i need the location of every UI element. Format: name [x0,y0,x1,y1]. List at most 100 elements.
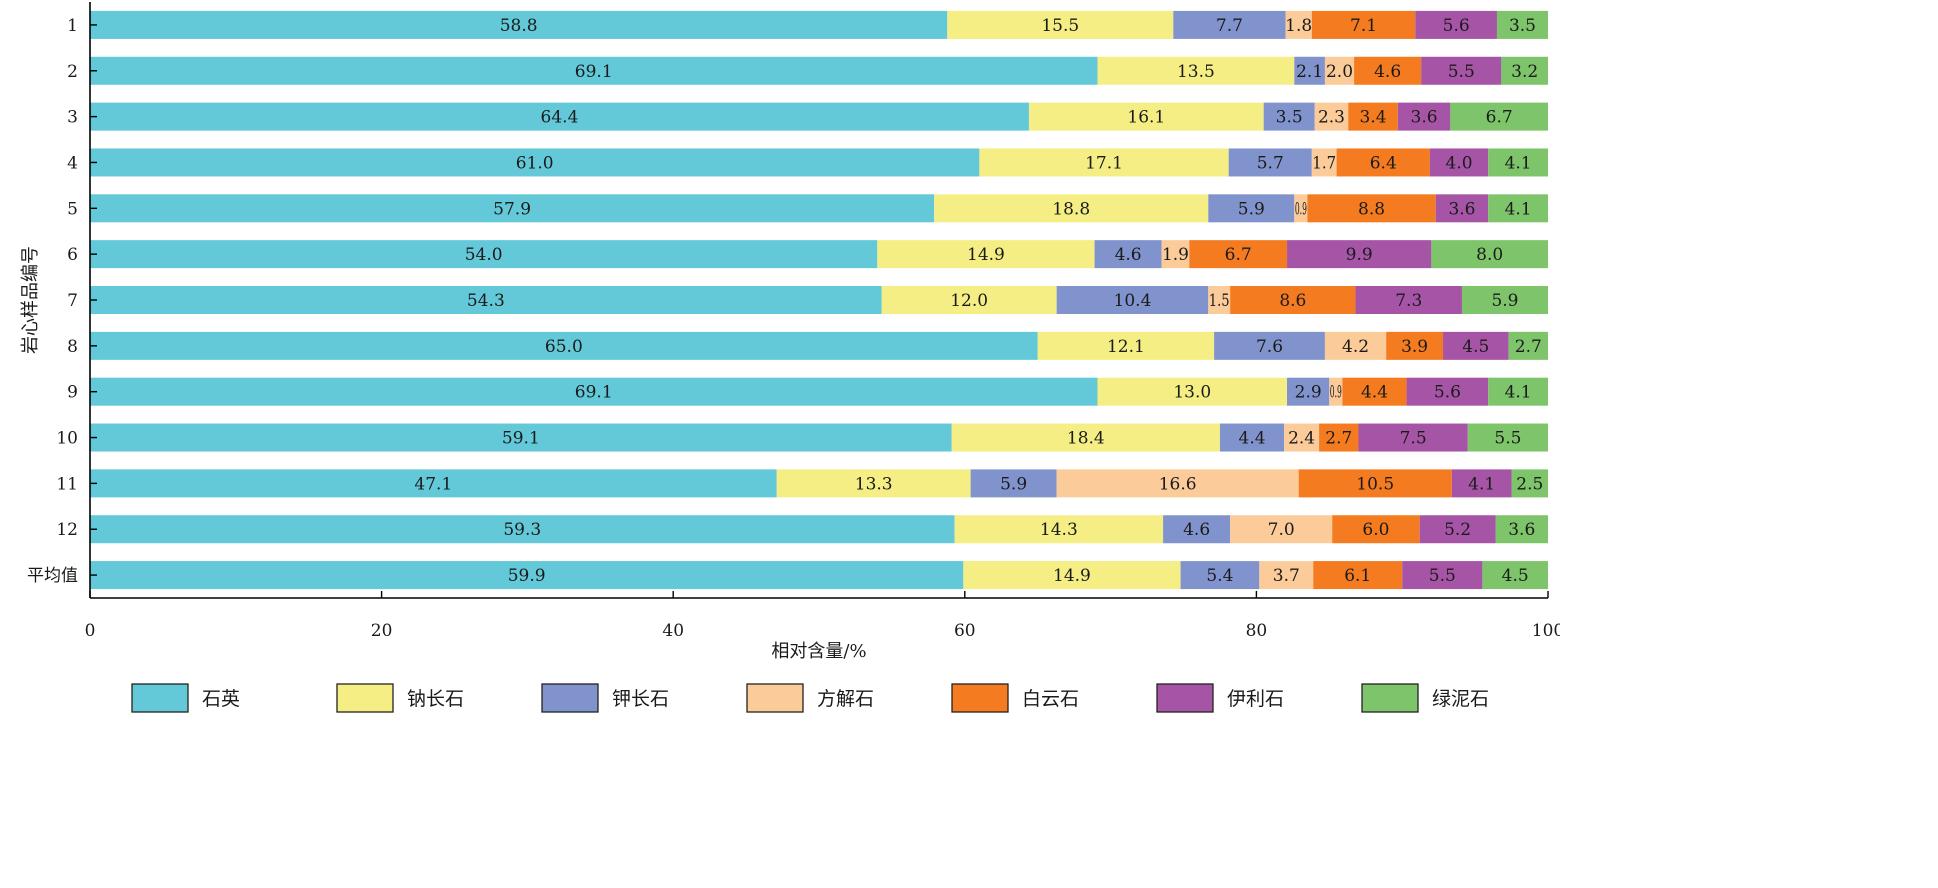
bar-segment [1354,56,1422,85]
bar-segment [90,148,980,177]
bar-segment [1386,331,1444,360]
bar-segment [1431,240,1548,269]
bar-segment [1180,561,1260,590]
bar-value-label: 5.9 [1000,474,1027,494]
bar-value-label: 15.5 [1041,16,1079,36]
bar-segment [1467,423,1548,452]
bar-segment [1406,377,1489,406]
bar-segment [1214,331,1325,360]
bar-value-label: 14.9 [1053,566,1091,586]
legend-swatch [131,683,189,713]
bar-value-label: 4.6 [1183,520,1210,540]
bar-value-label: 2.0 [1326,62,1353,82]
bar-value-label: 9.9 [1346,245,1373,265]
bar-value-label: 4.1 [1505,199,1532,219]
bar-segment [1402,561,1483,590]
legend-swatch [541,683,599,713]
bar-value-label: 2.3 [1318,108,1345,128]
y-tick-label: 平均值 [27,566,78,586]
bar-value-label: 5.5 [1429,566,1456,586]
bar-value-label: 1.9 [1162,245,1189,265]
bar-value-label: 4.1 [1505,383,1532,403]
bar-value-label: 6.1 [1344,566,1371,586]
bar-segment [1161,240,1190,269]
bar-value-label: 4.1 [1468,474,1495,494]
bar-segment [1495,515,1548,544]
bar-value-label: 7.6 [1256,337,1283,357]
bar-segment [1037,331,1215,360]
bar-segment [1208,286,1231,314]
bar-segment [1348,102,1398,131]
bar-value-label: 57.9 [493,199,531,219]
bar-value-label: 69.1 [575,383,613,403]
bar-value-label: 0.9 [1295,199,1307,219]
bar-segment [1094,240,1162,269]
bar-segment [90,56,1098,85]
bar-segment [1314,102,1349,131]
bar-value-label: 4.2 [1342,337,1369,357]
bar-value-label: 4.6 [1374,62,1401,82]
bar-segment [979,148,1229,177]
bar-segment [1311,148,1337,177]
bar-segment [934,194,1209,223]
bar-segment [1287,240,1432,269]
bar-segment [1284,423,1320,452]
bar-value-label: 18.8 [1052,199,1090,219]
bar-segment [1294,194,1308,223]
bar-segment [1488,377,1548,406]
bar-value-label: 58.8 [500,16,538,36]
bar-value-label: 3.6 [1411,108,1438,128]
y-tick-label: 9 [67,383,78,403]
bar-segment [1488,194,1548,223]
y-tick-label: 7 [67,291,78,311]
bar-value-label: 16.1 [1127,108,1165,128]
bar-value-label: 1.7 [1312,153,1336,173]
bar-value-label: 65.0 [545,337,583,357]
bar-value-label: 13.5 [1177,62,1215,82]
bar-segment [1488,148,1548,177]
bar-segment [1319,423,1359,452]
bar-value-label: 7.3 [1395,291,1422,311]
bar-segment [1336,148,1430,177]
bar-value-label: 2.9 [1295,383,1322,403]
x-tick-label: 20 [371,621,393,641]
y-tick-label: 5 [67,199,78,219]
legend-swatch [951,683,1009,713]
x-tick-label: 100 [1532,621,1560,641]
bar-segment [1259,561,1314,590]
bar-segment [1228,148,1312,177]
x-tick-label: 0 [85,621,96,641]
bar-segment [90,331,1038,360]
bar-segment [1307,194,1436,223]
bar-value-label: 59.3 [503,520,541,540]
bar-value-label: 10.5 [1356,474,1394,494]
bar-segment [90,469,777,498]
bar-value-label: 5.6 [1434,383,1461,403]
bar-value-label: 61.0 [516,153,554,173]
bar-segment [90,286,882,314]
bar-value-label: 2.4 [1288,429,1315,449]
bar-value-label: 64.4 [541,108,579,128]
x-axis-title: 相对含量/% [771,641,866,662]
bar-value-label: 2.5 [1516,474,1543,494]
bar-segment [1285,10,1312,39]
y-tick-label: 3 [67,108,78,128]
bar-segment [1329,377,1343,406]
x-tick-label: 40 [662,621,684,641]
bar-value-label: 47.1 [414,474,452,494]
bar-value-label: 6.4 [1370,153,1397,173]
bar-segment [881,286,1057,314]
bar-segment [1028,102,1264,131]
bar-value-label: 1.5 [1209,291,1230,311]
bar-value-label: 7.0 [1268,520,1295,540]
bar-value-label: 1.8 [1285,16,1312,36]
bar-segment [1332,515,1420,544]
bar-value-label: 12.0 [950,291,988,311]
bar-segment [90,102,1029,131]
bar-value-label: 14.3 [1040,520,1078,540]
bar-segment [1435,194,1489,223]
bar-segment [1461,286,1548,314]
bar-value-label: 3.7 [1273,566,1300,586]
legend-swatch [746,683,804,713]
x-tick-label: 80 [1246,621,1268,641]
